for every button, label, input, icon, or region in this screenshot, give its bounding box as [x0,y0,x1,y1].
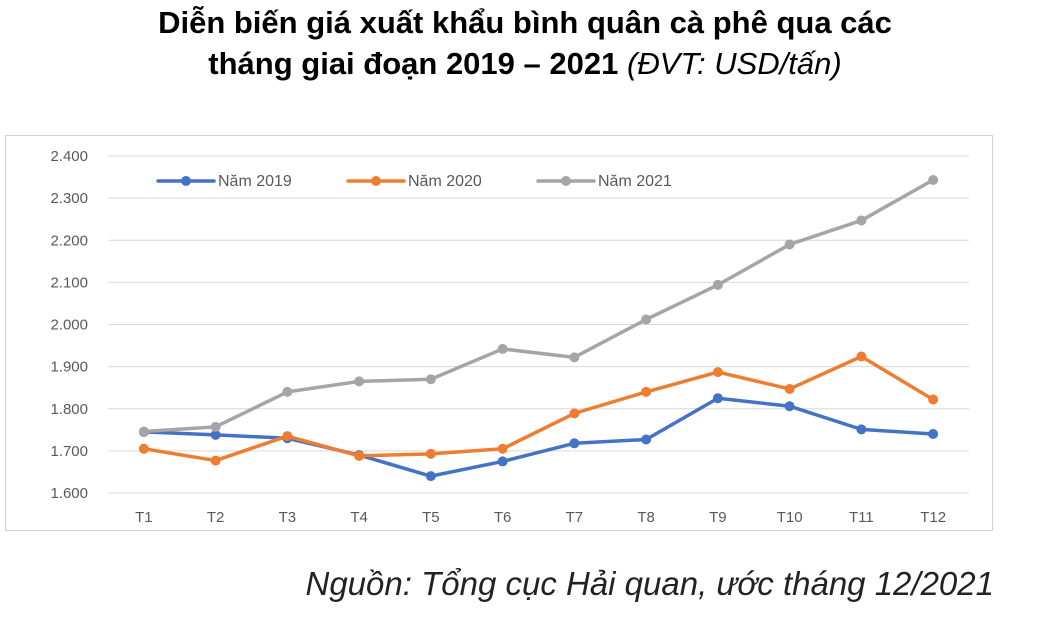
data-point-n-m-2021 [784,239,795,250]
x-tick-label: T8 [637,509,655,526]
data-point-n-m-2020 [138,443,149,454]
y-tick-label: 1.600 [50,485,88,502]
data-point-n-m-2020 [282,431,293,442]
y-tick-label: 1.800 [50,401,88,418]
chart-title: Diễn biến giá xuất khẩu bình quân cà phê… [0,2,1050,84]
data-point-n-m-2021 [569,352,580,363]
data-point-n-m-2021 [928,175,939,186]
y-tick-label: 2.000 [50,317,88,334]
data-point-n-m-2020 [712,367,723,378]
x-tick-label: T12 [920,509,946,526]
data-point-n-m-2021 [210,421,221,432]
title-period: tháng giai đoạn 2019 – 2021 [208,46,619,81]
line-chart: 1.600 1.700 1.800 1.900 2.000 2.100 2.200 2.300… [50,148,969,526]
data-point-n-m-2019 [497,456,508,467]
data-point-n-m-2021 [282,386,293,397]
title-line-2: tháng giai đoạn 2019 – 2021 (ĐVT: USD/tấ… [0,43,1050,84]
x-tick-label: T3 [279,509,297,526]
legend-label-n-m-2021: Năm 2021 [598,173,672,190]
data-point-n-m-2021 [712,279,723,290]
x-tick-label: T9 [709,509,727,526]
title-line-1: Diễn biến giá xuất khẩu bình quân cà phê… [158,5,892,40]
y-tick-label: 1.700 [50,443,88,460]
data-point-n-m-2019 [641,434,652,445]
data-point-n-m-2019 [210,429,221,440]
data-point-n-m-2019 [712,393,723,404]
data-point-n-m-2020 [641,386,652,397]
data-point-n-m-2019 [569,438,580,449]
data-point-n-m-2020 [928,394,939,405]
x-tick-label: T1 [135,509,153,526]
data-point-n-m-2020 [497,443,508,454]
x-tick-label: T4 [350,509,368,526]
data-point-n-m-2021 [138,426,149,437]
data-point-n-m-2021 [856,215,867,226]
data-point-n-m-2020 [354,450,365,461]
x-tick-label: T10 [777,509,803,526]
data-point-n-m-2020 [425,448,436,459]
data-point-n-m-2021 [497,343,508,354]
x-tick-label: T2 [207,509,225,526]
x-tick-label: T7 [566,509,584,526]
data-point-n-m-2020 [569,408,580,419]
y-tick-label: 1.900 [50,359,88,376]
data-point-n-m-2020 [856,351,867,362]
x-tick-label: T11 [849,509,874,526]
y-tick-label: 2.100 [50,274,88,291]
y-tick-label: 2.400 [50,148,88,165]
data-point-n-m-2021 [354,376,365,387]
y-tick-label: 2.300 [50,190,88,207]
source-note: Nguồn: Tổng cục Hải quan, ước tháng 12/2… [305,565,995,602]
data-point-n-m-2020 [784,383,795,394]
title-unit: (ĐVT: USD/tấn) [626,46,842,81]
legend-label-n-m-2020: Năm 2020 [408,173,482,190]
legend-label-n-m-2019: Năm 2019 [218,173,292,190]
series-line-n-m-2019 [142,396,935,478]
legend-marker-n-m-2020 [371,176,381,186]
y-tick-label: 2.200 [50,232,88,249]
data-point-n-m-2019 [784,401,795,412]
chart-area: 1.600 1.700 1.800 1.900 2.000 2.100 2.200 2.300… [5,135,993,531]
legend-marker-n-m-2019 [181,176,191,186]
data-point-n-m-2021 [641,314,652,325]
legend-marker-n-m-2021 [561,176,571,186]
x-tick-label: T6 [494,509,512,526]
data-point-n-m-2021 [425,374,436,385]
series-line-n-m-2021 [142,178,935,434]
data-point-n-m-2019 [856,424,867,435]
data-point-n-m-2020 [210,455,221,466]
data-point-n-m-2019 [928,429,939,440]
x-tick-label: T5 [422,509,440,526]
data-point-n-m-2019 [425,471,436,482]
series-line-n-m-2020 [142,354,935,463]
